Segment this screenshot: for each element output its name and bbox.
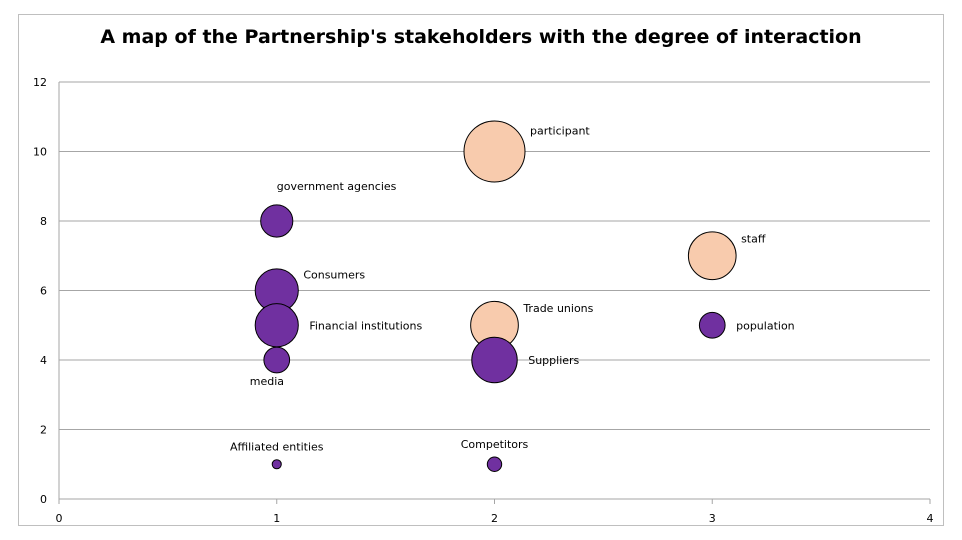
x-tick-label: 2 — [491, 512, 498, 525]
bubble-layer — [254, 120, 737, 472]
y-tick-label: 8 — [40, 215, 47, 228]
label-layer: participant government agencies staff Consu… — [230, 125, 795, 454]
y-tick-label: 4 — [40, 354, 47, 367]
y-tick-label: 12 — [33, 76, 47, 89]
data-label-participant: participant — [530, 125, 590, 138]
data-label-competitors: Competitors — [461, 438, 529, 451]
data-label-financial-institutions: Financial institutions — [309, 319, 422, 332]
data-label-suppliers: Suppliers — [528, 354, 579, 367]
y-tick-label: 6 — [40, 285, 47, 298]
data-label-consumers: Consumers — [303, 269, 365, 282]
y-tick-label: 2 — [40, 424, 47, 437]
bubble-media — [263, 346, 291, 374]
y-tick-label: 0 — [40, 493, 47, 506]
data-label-staff: staff — [741, 233, 766, 246]
y-tick-label: 10 — [33, 146, 47, 159]
x-tick-label: 3 — [709, 512, 716, 525]
chart-title: A map of the Partnership's stakeholders … — [100, 26, 862, 48]
bubble-population — [698, 311, 726, 339]
data-label-media: media — [250, 375, 284, 388]
chart-frame — [18, 14, 944, 526]
data-label-trade-unions: Trade unions — [522, 302, 593, 315]
data-label-affiliated-entities: Affiliated entities — [230, 441, 324, 454]
x-tick-label: 4 — [927, 512, 934, 525]
bubble-financial-institutions — [254, 303, 299, 348]
bubble-suppliers — [471, 336, 518, 384]
data-label-population: population — [736, 319, 795, 332]
bubble-affiliated-entities — [271, 459, 282, 470]
bubble-competitors — [486, 456, 503, 472]
x-tick-label: 0 — [56, 512, 63, 525]
bubble-staff — [687, 231, 737, 281]
data-label-government-agencies: government agencies — [277, 180, 397, 193]
bubble-government-agencies — [260, 204, 294, 238]
x-tick-label: 1 — [273, 512, 280, 525]
bubble-participant — [463, 120, 526, 183]
